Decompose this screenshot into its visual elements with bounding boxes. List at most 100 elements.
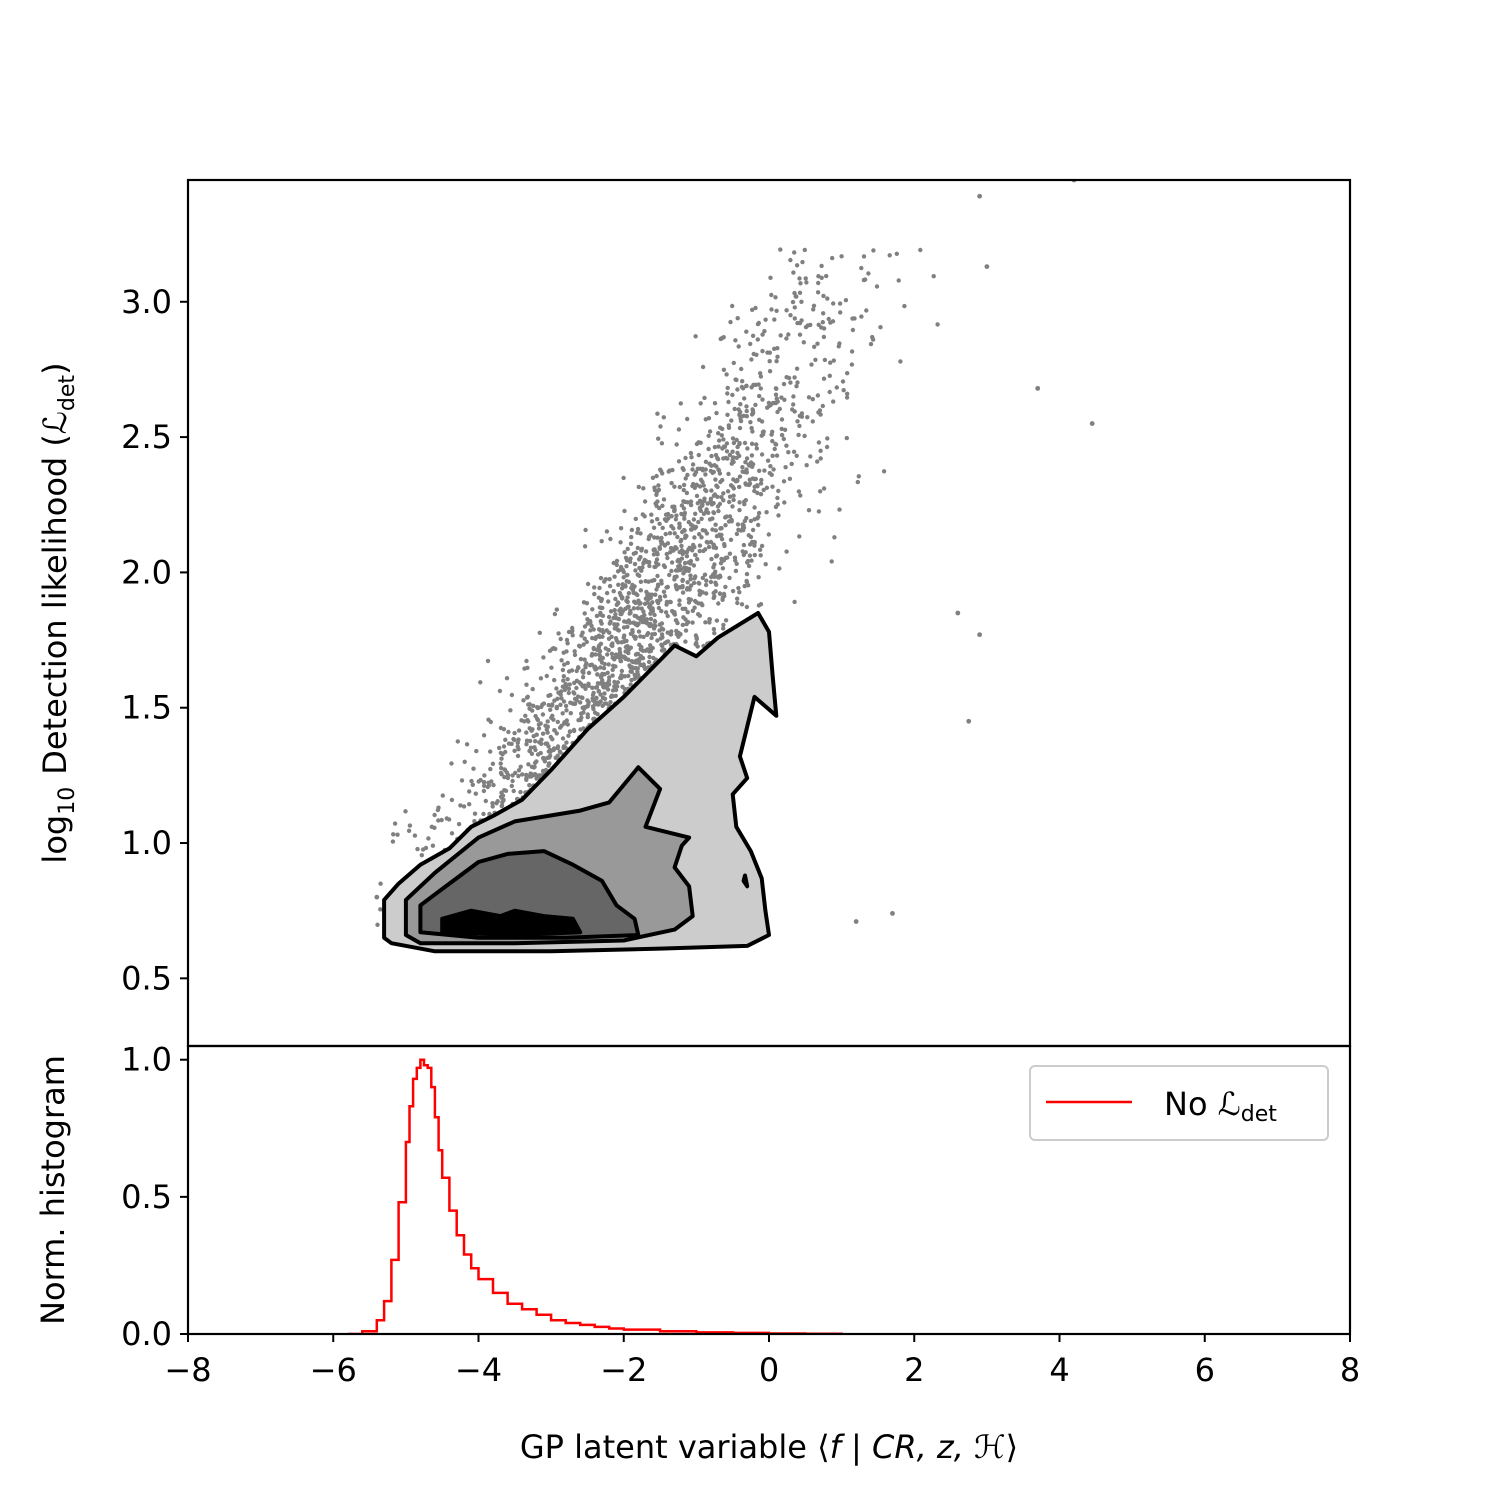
scatter-point bbox=[776, 488, 781, 494]
top-axes-frame bbox=[186, 178, 1352, 1048]
scatter-point bbox=[757, 393, 762, 399]
scatter-point bbox=[641, 560, 646, 565]
scatter-point bbox=[630, 629, 635, 635]
scatter-point bbox=[488, 719, 493, 725]
scatter-point bbox=[737, 590, 742, 595]
scatter-point bbox=[629, 527, 635, 533]
scatter-point bbox=[689, 455, 694, 460]
legend-entry-label: No ℒdet bbox=[1164, 1085, 1277, 1127]
scatter-point bbox=[596, 702, 601, 707]
scatter-point bbox=[522, 719, 527, 724]
scatter-point bbox=[481, 780, 487, 785]
scatter-point bbox=[752, 505, 757, 510]
scatter-point bbox=[629, 665, 635, 670]
scatter-point bbox=[818, 489, 823, 494]
scatter-point bbox=[602, 672, 607, 677]
scatter-point bbox=[592, 585, 597, 590]
scatter-point bbox=[683, 455, 688, 461]
scatter-point bbox=[618, 540, 623, 545]
scatter-point bbox=[665, 630, 670, 635]
scatter-point bbox=[735, 444, 740, 450]
scatter-point bbox=[662, 542, 667, 548]
scatter-point bbox=[764, 510, 769, 515]
scatter-point bbox=[692, 535, 697, 540]
scatter-point bbox=[741, 528, 746, 533]
scatter-point bbox=[637, 573, 642, 578]
scatter-point bbox=[966, 718, 972, 724]
x-tick-label: −8 bbox=[164, 1351, 211, 1389]
scatter-point bbox=[711, 572, 716, 577]
scatter-point bbox=[740, 379, 745, 384]
scatter-point bbox=[682, 565, 687, 570]
scatter-point bbox=[644, 589, 649, 595]
scatter-point bbox=[596, 689, 601, 694]
scatter-point bbox=[558, 689, 564, 694]
scatter-point bbox=[700, 502, 705, 507]
scatter-point bbox=[488, 749, 493, 754]
scatter-point bbox=[564, 718, 569, 723]
scatter-point bbox=[801, 340, 806, 345]
scatter-point bbox=[538, 676, 544, 681]
scatter-point bbox=[688, 450, 694, 456]
scatter-point bbox=[546, 744, 551, 749]
scatter-point bbox=[550, 737, 555, 742]
scatter-point bbox=[589, 623, 594, 629]
scatter-point bbox=[658, 636, 663, 641]
scatter-point bbox=[716, 601, 721, 606]
scatter-point bbox=[609, 651, 615, 656]
scatter-point bbox=[759, 477, 764, 483]
scatter-point bbox=[532, 764, 537, 770]
scatter-point bbox=[657, 521, 662, 526]
scatter-point bbox=[655, 411, 660, 416]
scatter-point bbox=[675, 534, 680, 540]
scatter-point bbox=[816, 509, 822, 514]
scatter-point bbox=[727, 499, 732, 505]
scatter-point bbox=[625, 546, 630, 552]
scatter-point bbox=[706, 446, 711, 452]
scatter-point bbox=[604, 701, 609, 706]
scatter-point bbox=[516, 768, 522, 773]
scatter-point bbox=[815, 290, 821, 295]
scatter-point bbox=[648, 607, 654, 612]
scatter-point bbox=[753, 402, 758, 408]
scatter-point bbox=[613, 596, 618, 602]
scatter-point bbox=[756, 382, 761, 387]
scatter-point bbox=[672, 531, 677, 536]
scatter-point bbox=[546, 702, 551, 708]
scatter-point bbox=[455, 739, 460, 744]
scatter-point bbox=[547, 648, 553, 653]
scatter-point bbox=[593, 652, 598, 657]
scatter-point bbox=[653, 623, 658, 629]
scatter-point bbox=[691, 563, 697, 568]
scatter-point bbox=[712, 444, 718, 450]
scatter-point bbox=[616, 582, 621, 587]
scatter-point bbox=[471, 766, 476, 771]
scatter-point bbox=[734, 437, 739, 443]
scatter-point bbox=[606, 647, 611, 653]
scatter-point bbox=[481, 811, 486, 817]
scatter-point bbox=[545, 724, 550, 729]
scatter-point bbox=[718, 561, 724, 566]
scatter-point bbox=[791, 270, 796, 275]
scatter-point bbox=[488, 766, 493, 772]
scatter-point bbox=[403, 809, 408, 814]
scatter-point bbox=[977, 193, 983, 199]
scatter-point bbox=[687, 598, 693, 603]
scatter-point bbox=[625, 595, 630, 600]
scatter-point bbox=[808, 454, 813, 459]
scatter-point bbox=[648, 616, 654, 622]
scatter-point bbox=[740, 465, 745, 470]
scatter-point bbox=[621, 475, 626, 481]
scatter-point bbox=[527, 738, 533, 744]
scatter-point bbox=[809, 362, 814, 367]
scatter-point bbox=[680, 590, 686, 595]
scatter-point bbox=[649, 512, 654, 517]
scatter-point bbox=[724, 514, 729, 519]
scatter-point bbox=[578, 717, 583, 723]
scatter-point bbox=[839, 254, 844, 259]
scatter-point bbox=[623, 606, 628, 612]
scatter-contour-panel: 0.5 1.0 1.5 2.0 2.5 3.0 log10Detection likeli… bbox=[36, 178, 1352, 1048]
scatter-point bbox=[600, 634, 605, 639]
scatter-point bbox=[491, 782, 496, 788]
scatter-point bbox=[392, 821, 398, 826]
